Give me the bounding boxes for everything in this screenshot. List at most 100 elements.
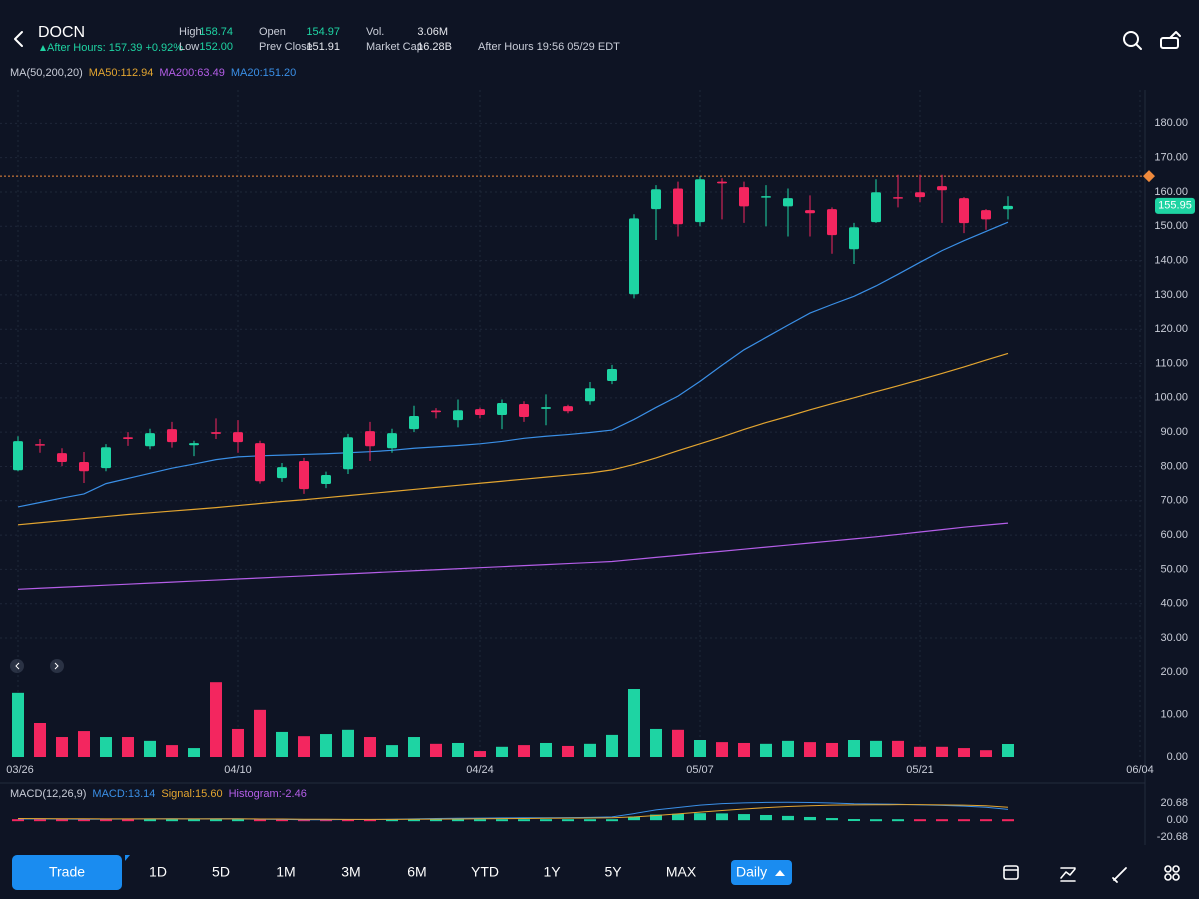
histogram-bar bbox=[848, 819, 860, 822]
more-button[interactable] bbox=[1164, 865, 1180, 881]
volume-bar bbox=[958, 748, 970, 757]
candle-body bbox=[79, 462, 89, 472]
histogram-bar bbox=[122, 819, 134, 822]
range-button[interactable]: 1D bbox=[149, 864, 167, 880]
candle-body bbox=[695, 179, 705, 223]
alert-marker[interactable] bbox=[1143, 170, 1155, 183]
interval-button[interactable] bbox=[731, 860, 792, 885]
calendar-button[interactable] bbox=[1003, 865, 1019, 880]
histogram-bar bbox=[166, 819, 178, 822]
candle-body bbox=[475, 409, 485, 415]
volume-bar bbox=[562, 745, 574, 757]
range-button[interactable]: MAX bbox=[666, 864, 697, 880]
histogram-bar bbox=[430, 819, 442, 822]
y-tick-label: 180.00 bbox=[1154, 117, 1188, 129]
range-button[interactable]: 5Y bbox=[604, 864, 622, 880]
stat-value: 152.00 bbox=[199, 41, 233, 53]
volume-bar bbox=[804, 742, 816, 757]
volume-bar bbox=[34, 723, 46, 757]
y-tick-label: 160.00 bbox=[1154, 186, 1188, 198]
range-button[interactable]: 3M bbox=[341, 864, 360, 880]
draw-button[interactable] bbox=[1112, 867, 1127, 883]
x-tick-label: 04/24 bbox=[466, 764, 494, 776]
volume-bar bbox=[254, 709, 266, 757]
range-button[interactable]: 6M bbox=[407, 864, 426, 880]
volume-bar bbox=[1002, 743, 1014, 757]
after-hours-quote: After Hours: 157.39 +0.92% bbox=[47, 42, 183, 54]
volume-bar bbox=[496, 746, 508, 757]
x-tick-label: 03/26 bbox=[6, 764, 34, 776]
share-button[interactable] bbox=[1160, 31, 1181, 49]
histogram-bar bbox=[782, 815, 794, 821]
volume-bar bbox=[408, 737, 420, 757]
indicator-button[interactable] bbox=[1060, 867, 1076, 882]
volume-bar bbox=[914, 746, 926, 757]
stat-value: 3.06M bbox=[417, 26, 448, 38]
interval-caret bbox=[775, 870, 785, 876]
scroll-right[interactable] bbox=[50, 659, 64, 673]
histogram-bar bbox=[650, 814, 662, 821]
candle-body bbox=[35, 444, 45, 446]
stat-label: Low bbox=[179, 41, 199, 53]
volume-bar bbox=[166, 745, 178, 757]
y-tick-label: -20.68 bbox=[1157, 831, 1188, 843]
histogram-bar bbox=[1002, 819, 1014, 822]
volume-bar bbox=[78, 731, 90, 757]
legend-entry: MA200:63.49 bbox=[159, 67, 224, 79]
range-button[interactable]: YTD bbox=[471, 864, 499, 880]
volume-bar bbox=[276, 731, 288, 757]
search-button[interactable] bbox=[1123, 31, 1142, 50]
volume-bar bbox=[848, 740, 860, 757]
y-tick-label: 140.00 bbox=[1154, 254, 1188, 266]
volume-bar bbox=[782, 740, 794, 757]
candle-body bbox=[343, 437, 353, 470]
interval-label[interactable]: Daily bbox=[736, 864, 767, 880]
last-price-box bbox=[1155, 197, 1195, 214]
candle-body bbox=[629, 218, 639, 295]
volume-bar bbox=[144, 740, 156, 757]
volume-bar bbox=[738, 742, 750, 757]
histogram-bar bbox=[254, 819, 266, 822]
histogram-bar bbox=[694, 813, 706, 821]
volume-bar bbox=[650, 728, 662, 757]
stat-value: 154.97 bbox=[306, 26, 340, 38]
x-tick-label: 05/21 bbox=[906, 764, 934, 776]
legend-entry: Signal:15.60 bbox=[161, 788, 222, 800]
back-button[interactable] bbox=[14, 31, 23, 47]
y-tick-label: 0.00 bbox=[1167, 814, 1188, 826]
y-tick-label: 170.00 bbox=[1154, 152, 1188, 164]
histogram-bar bbox=[540, 819, 552, 822]
stat-label: Prev Close bbox=[259, 41, 313, 53]
volume-bar bbox=[892, 740, 904, 757]
range-button[interactable]: 1M bbox=[276, 864, 295, 880]
histogram-bar bbox=[12, 819, 24, 822]
candle-body bbox=[585, 388, 595, 402]
volume-bar bbox=[760, 743, 772, 757]
candle-body bbox=[871, 192, 881, 223]
candle-body bbox=[167, 429, 177, 443]
trade-label[interactable]: Trade bbox=[49, 864, 85, 880]
volume-bar bbox=[518, 745, 530, 757]
y-tick-label: 10.00 bbox=[1160, 708, 1188, 720]
volume-bar bbox=[826, 742, 838, 757]
candle-body bbox=[893, 197, 903, 199]
x-tick-label: 05/07 bbox=[686, 764, 714, 776]
range-button[interactable]: 1Y bbox=[543, 864, 561, 880]
candle-body bbox=[981, 210, 991, 220]
y-tick-label: 40.00 bbox=[1160, 598, 1188, 610]
histogram-bar bbox=[760, 814, 772, 821]
volume-bar bbox=[980, 750, 992, 757]
histogram-bar bbox=[562, 819, 574, 822]
candle-body bbox=[1003, 205, 1013, 210]
trade-button[interactable] bbox=[12, 855, 122, 890]
y-tick-label: 60.00 bbox=[1160, 529, 1188, 541]
y-tick-label: 150.00 bbox=[1154, 220, 1188, 232]
range-button[interactable]: 5D bbox=[212, 864, 230, 880]
volume-bar bbox=[298, 736, 310, 757]
candle-body bbox=[57, 453, 67, 463]
histogram-bar bbox=[408, 819, 420, 822]
histogram-bar bbox=[496, 819, 508, 822]
candle-body bbox=[387, 433, 397, 449]
macd-line bbox=[17, 804, 1009, 820]
scroll-left[interactable] bbox=[10, 659, 24, 673]
